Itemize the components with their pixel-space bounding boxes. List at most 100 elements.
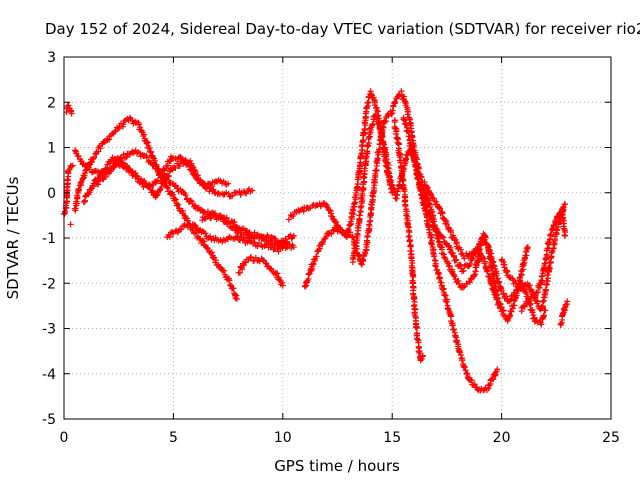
data-point-arc-10 [247,253,254,260]
data-point-arc-12 [391,100,398,107]
data-point-arc-14 [393,127,400,134]
data-point-arc-7 [179,155,186,162]
data-point-arc-7 [188,165,195,172]
data-point-arc-14 [419,352,426,359]
data-point-arc-13 [457,351,464,358]
data-point-arc-16 [461,255,468,262]
data-point-arc-10 [279,279,286,286]
data-point-arc-12 [313,253,320,260]
data-point-arc-6 [210,186,217,193]
x-tick-label: 25 [602,430,620,446]
data-point-arc-18 [523,300,530,307]
data-point-arc-4 [208,249,215,256]
data-point-arc-15 [467,260,474,267]
data-point-arc-5 [75,152,82,159]
data-point-arc-19 [564,298,571,305]
data-point-arc-14 [414,336,421,343]
data-point-arc-5 [251,229,258,236]
y-tick-label: 2 [47,95,56,111]
y-tick-label: -2 [42,276,56,292]
data-point-arc-8 [166,233,173,240]
data-point-arc-14 [407,243,414,250]
data-point-arc-9 [207,215,214,222]
data-point-arc-11 [285,216,292,223]
data-point-arc-5 [228,218,235,225]
data-point-arc-12 [388,111,395,118]
grid [64,57,611,419]
data-point-arc-4 [164,184,171,191]
data-point-arc-15 [422,198,429,205]
data-point-arc-13 [428,234,435,241]
data-point-arc-15 [403,121,410,128]
data-point-arc-7 [186,162,193,169]
data-point-arc-12 [370,185,377,192]
data-point-arc-13 [361,165,368,172]
data-point-arc-15 [413,171,420,178]
data-point-arc-12 [451,273,458,280]
data-point-arc-16 [433,198,440,205]
data-point-arc-13 [485,385,492,392]
data-point-arc-17 [519,285,526,292]
data-point-arc-16 [484,267,491,274]
data-point-arc-8 [207,233,214,240]
data-point-arc-6 [80,199,87,206]
data-point-arc-5 [129,148,136,155]
data-point-arc-16 [421,179,428,186]
data-point-arc-5 [231,218,238,225]
data-point-arc-12 [435,238,442,245]
data-point-arc-15 [480,236,487,243]
data-point-arc-13 [459,357,466,364]
x-tick-label: 0 [60,430,69,446]
y-tick-label: -1 [42,231,56,247]
data-point-arc-9 [278,240,285,247]
x-tick-label: 5 [169,430,178,446]
data-point-arc-4 [141,131,148,138]
data-point-arc-14 [410,272,417,279]
data-point-arc-8 [202,230,209,237]
data-point-arc-5 [125,150,132,157]
data-point-arc-1 [68,110,75,117]
data-point-arc-12 [337,226,344,233]
data-point-arc-9 [208,214,215,221]
data-point-arc-12 [460,284,467,291]
data-point-arc-4 [227,281,234,288]
data-point-arc-2 [69,162,76,169]
data-point-arc-13 [379,133,386,140]
data-point-arc-15 [510,292,517,299]
data-point-arc-16 [496,300,503,307]
data-point-arc-11 [290,212,297,219]
data-point-arc-12 [333,225,340,232]
data-point-arc-9 [230,222,237,229]
data-point-arc-15 [469,255,476,262]
y-tick-label: 0 [47,186,56,202]
x-tick-label: 10 [274,430,292,446]
data-point-arc-17 [512,280,519,287]
data-point-arc-16 [498,304,505,311]
data-point-arc-1 [67,107,74,114]
data-point-arc-14 [416,349,423,356]
data-point-arc-11 [352,194,359,201]
data-point-arc-10 [276,276,283,283]
data-point-arc-4 [146,145,153,152]
data-point-arc-18 [534,289,541,296]
data-point-arc-4 [199,237,206,244]
data-point-arc-6 [176,162,183,169]
data-point-arc-5 [72,147,79,154]
data-point-arc-16 [494,296,501,303]
data-point-arc-5 [200,209,207,216]
data-point-arc-5 [120,151,127,158]
data-point-arc-13 [443,299,450,306]
data-point-arc-9 [219,214,226,221]
data-point-arc-13 [376,121,383,128]
data-point-arc-5 [78,158,85,165]
data-point-arc-16 [429,194,436,201]
data-point-arc-9 [210,210,217,217]
data-point-arc-16 [443,221,450,228]
data-point-arc-16 [486,273,493,280]
data-point-arc-12 [404,111,411,118]
data-point-arc-13 [432,263,439,270]
data-point-arc-15 [538,321,545,328]
data-point-arc-4 [233,296,240,303]
data-point-arc-16 [471,250,478,257]
data-point-arc-6 [249,187,256,194]
